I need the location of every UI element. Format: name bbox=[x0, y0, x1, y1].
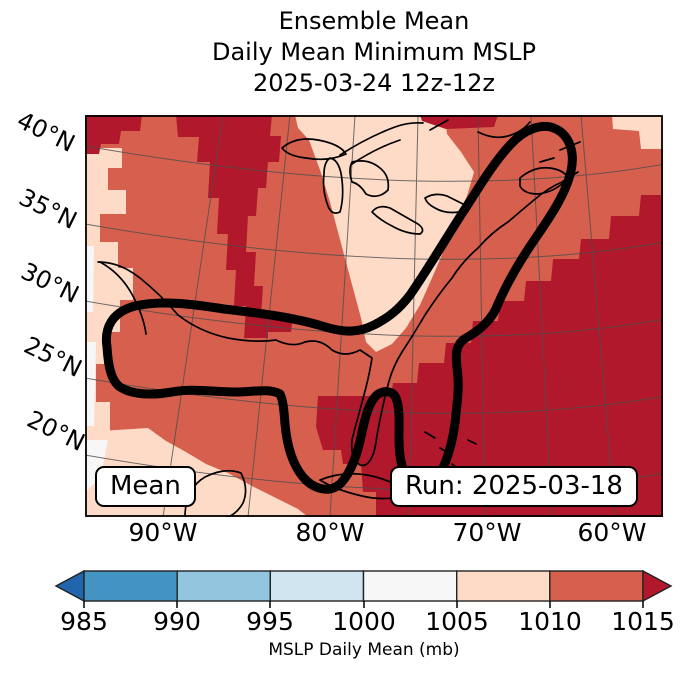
lon-tick-70w: 70°W bbox=[452, 518, 522, 547]
colorbar-under-arrow bbox=[54, 569, 85, 603]
title-line-3: 2025-03-24 12z-12z bbox=[252, 69, 496, 97]
title-line-1: Ensemble Mean bbox=[278, 7, 470, 35]
colorbar bbox=[54, 569, 673, 608]
ensemble-contour bbox=[101, 121, 577, 494]
cb-tick-1010: 1010 bbox=[518, 607, 582, 636]
mean-box: Mean bbox=[95, 466, 196, 507]
lat-tick-40n: 40°N bbox=[12, 106, 80, 158]
title-line-2: Daily Mean Minimum MSLP bbox=[211, 38, 536, 66]
colorbar-seg-985-990 bbox=[83, 570, 178, 602]
map-frame bbox=[85, 115, 663, 517]
lat-tick-30n: 30°N bbox=[16, 257, 84, 309]
colorbar-label: MSLP Daily Mean (mb) bbox=[268, 640, 460, 660]
lat-tick-25n: 25°N bbox=[19, 331, 87, 383]
colorbar-seg-995-1000 bbox=[269, 570, 365, 602]
field-regions-1000-1005 bbox=[85, 246, 108, 492]
map-canvas bbox=[85, 115, 663, 517]
cb-tick-990: 990 bbox=[153, 607, 201, 636]
colorbar-seg-990-995 bbox=[176, 570, 272, 602]
lat-tick-20n: 20°N bbox=[22, 405, 90, 457]
colorbar-seg-1000-1005 bbox=[362, 570, 458, 602]
colorbar-over-arrow bbox=[642, 569, 673, 603]
lat-tick-35n: 35°N bbox=[14, 183, 82, 235]
lon-tick-90w: 90°W bbox=[128, 518, 198, 547]
run-date-box: Run: 2025-03-18 bbox=[390, 466, 638, 507]
colorbar-ticks bbox=[83, 601, 644, 608]
cb-tick-1015: 1015 bbox=[611, 607, 675, 636]
cb-tick-995: 995 bbox=[246, 607, 294, 636]
colorbar-seg-1005-1010 bbox=[456, 570, 551, 602]
figure-title: Ensemble Mean Daily Mean Minimum MSLP 20… bbox=[60, 6, 688, 99]
lon-tick-60w: 60°W bbox=[577, 518, 647, 547]
cb-tick-985: 985 bbox=[60, 607, 108, 636]
cb-tick-1005: 1005 bbox=[425, 607, 489, 636]
colorbar-seg-1010-1015 bbox=[549, 570, 644, 602]
lon-tick-80w: 80°W bbox=[295, 518, 365, 547]
cb-tick-1000: 1000 bbox=[332, 607, 396, 636]
